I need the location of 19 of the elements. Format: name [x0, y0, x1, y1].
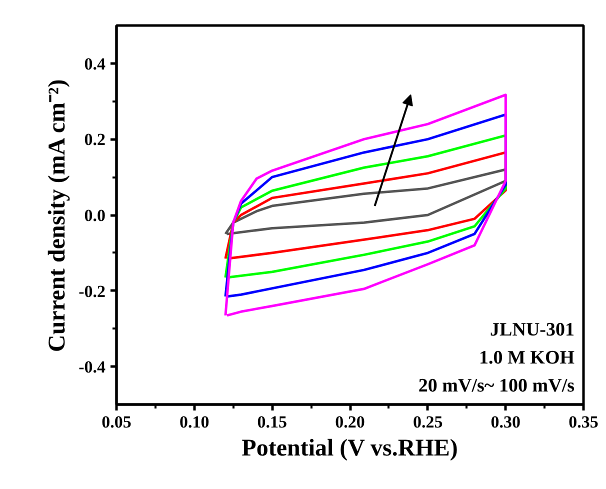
annotation: 1.0 M KOH: [478, 348, 575, 368]
x-tick-label: 0.20: [335, 412, 365, 432]
y-axis-title: Current density (mA cm⁻²): [44, 79, 71, 352]
annotation: 20 mV/s~ 100 mV/s: [418, 376, 575, 396]
x-tick-label: 0.25: [412, 412, 443, 432]
annotation: JLNU-301: [490, 320, 575, 340]
y-tick-label: 0.0: [84, 206, 106, 225]
line-series: [224, 168, 507, 236]
x-tick-label: 0.10: [179, 412, 210, 432]
y-tick-label: -0.2: [78, 282, 106, 301]
x-tick-label: 0.05: [102, 412, 132, 432]
y-tick-label: 0.2: [84, 130, 106, 150]
y-tick-label: 0.4: [84, 54, 106, 74]
x-tick-label: 0.30: [490, 412, 521, 432]
x-axis-title: Potential (V vs.RHE): [242, 436, 458, 462]
x-tick-label: 0.15: [257, 412, 288, 432]
line-series: [224, 94, 507, 317]
x-tick-label: 0.35: [568, 412, 598, 432]
y-tick-label: -0.4: [78, 358, 106, 377]
